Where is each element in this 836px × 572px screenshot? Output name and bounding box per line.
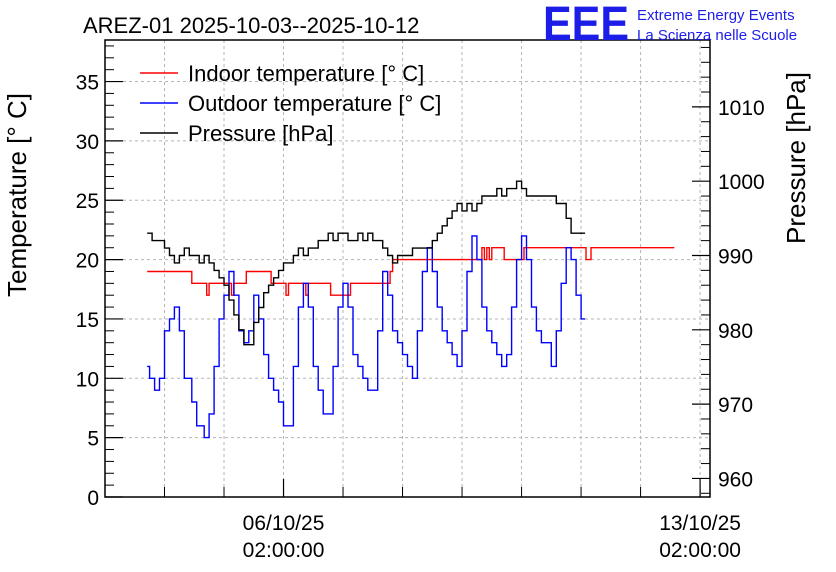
eee-logo-mark: EEE [543, 0, 629, 51]
eee-logo-line1: Extreme Energy Events [637, 7, 795, 24]
pressure-line [147, 180, 586, 346]
legend-label-indoor: Indoor temperature [° C] [188, 61, 424, 86]
indoor-temperature-line [147, 247, 675, 296]
legend-label-outdoor: Outdoor temperature [° C] [188, 91, 441, 116]
ytick-label-5: 5 [87, 428, 99, 451]
ytick-label-25: 25 [76, 190, 99, 213]
eee-logo: EEE Extreme Energy Events La Scienza nel… [543, 0, 797, 51]
y2tick-label-960: 960 [718, 468, 753, 491]
y2tick-label-980: 980 [718, 320, 753, 343]
ytick-label-0: 0 [87, 487, 99, 510]
y2tick-label-990: 990 [718, 245, 753, 268]
y-axis-label: Temperature [° C] [2, 93, 32, 297]
xtick-label-date-0: 06/10/25 [243, 512, 325, 535]
y2tick-label-1000: 1000 [718, 171, 765, 194]
ytick-label-30: 30 [76, 131, 99, 154]
outdoor-temperature-line [147, 235, 586, 439]
y2tick-label-1010: 1010 [718, 97, 765, 120]
tick-layer: 0 5 10 15 20 25 30 35 960 970 980 990 1000 1010 06/10/… [76, 45, 765, 562]
xtick-label-time-1: 02:00:00 [659, 539, 741, 562]
y2tick-label-970: 970 [718, 394, 753, 417]
xtick-label-time-0: 02:00:00 [243, 539, 325, 562]
ytick-label-20: 20 [76, 250, 99, 273]
xtick-label-date-1: 13/10/25 [659, 512, 741, 535]
legend: Indoor temperature [° C] Outdoor tempera… [140, 61, 441, 146]
ytick-label-10: 10 [76, 368, 99, 391]
legend-label-pressure: Pressure [hPa] [188, 121, 334, 146]
chart-title: AREZ-01 2025-10-03--2025-10-12 [83, 13, 419, 38]
eee-logo-line2: La Scienza nelle Scuole [637, 27, 797, 44]
series-layer [147, 180, 675, 439]
plot-frame [104, 39, 711, 498]
ytick-label-35: 35 [76, 72, 99, 95]
ytick-label-15: 15 [76, 309, 99, 332]
y2-axis-label: Pressure [hPa] [781, 72, 811, 244]
